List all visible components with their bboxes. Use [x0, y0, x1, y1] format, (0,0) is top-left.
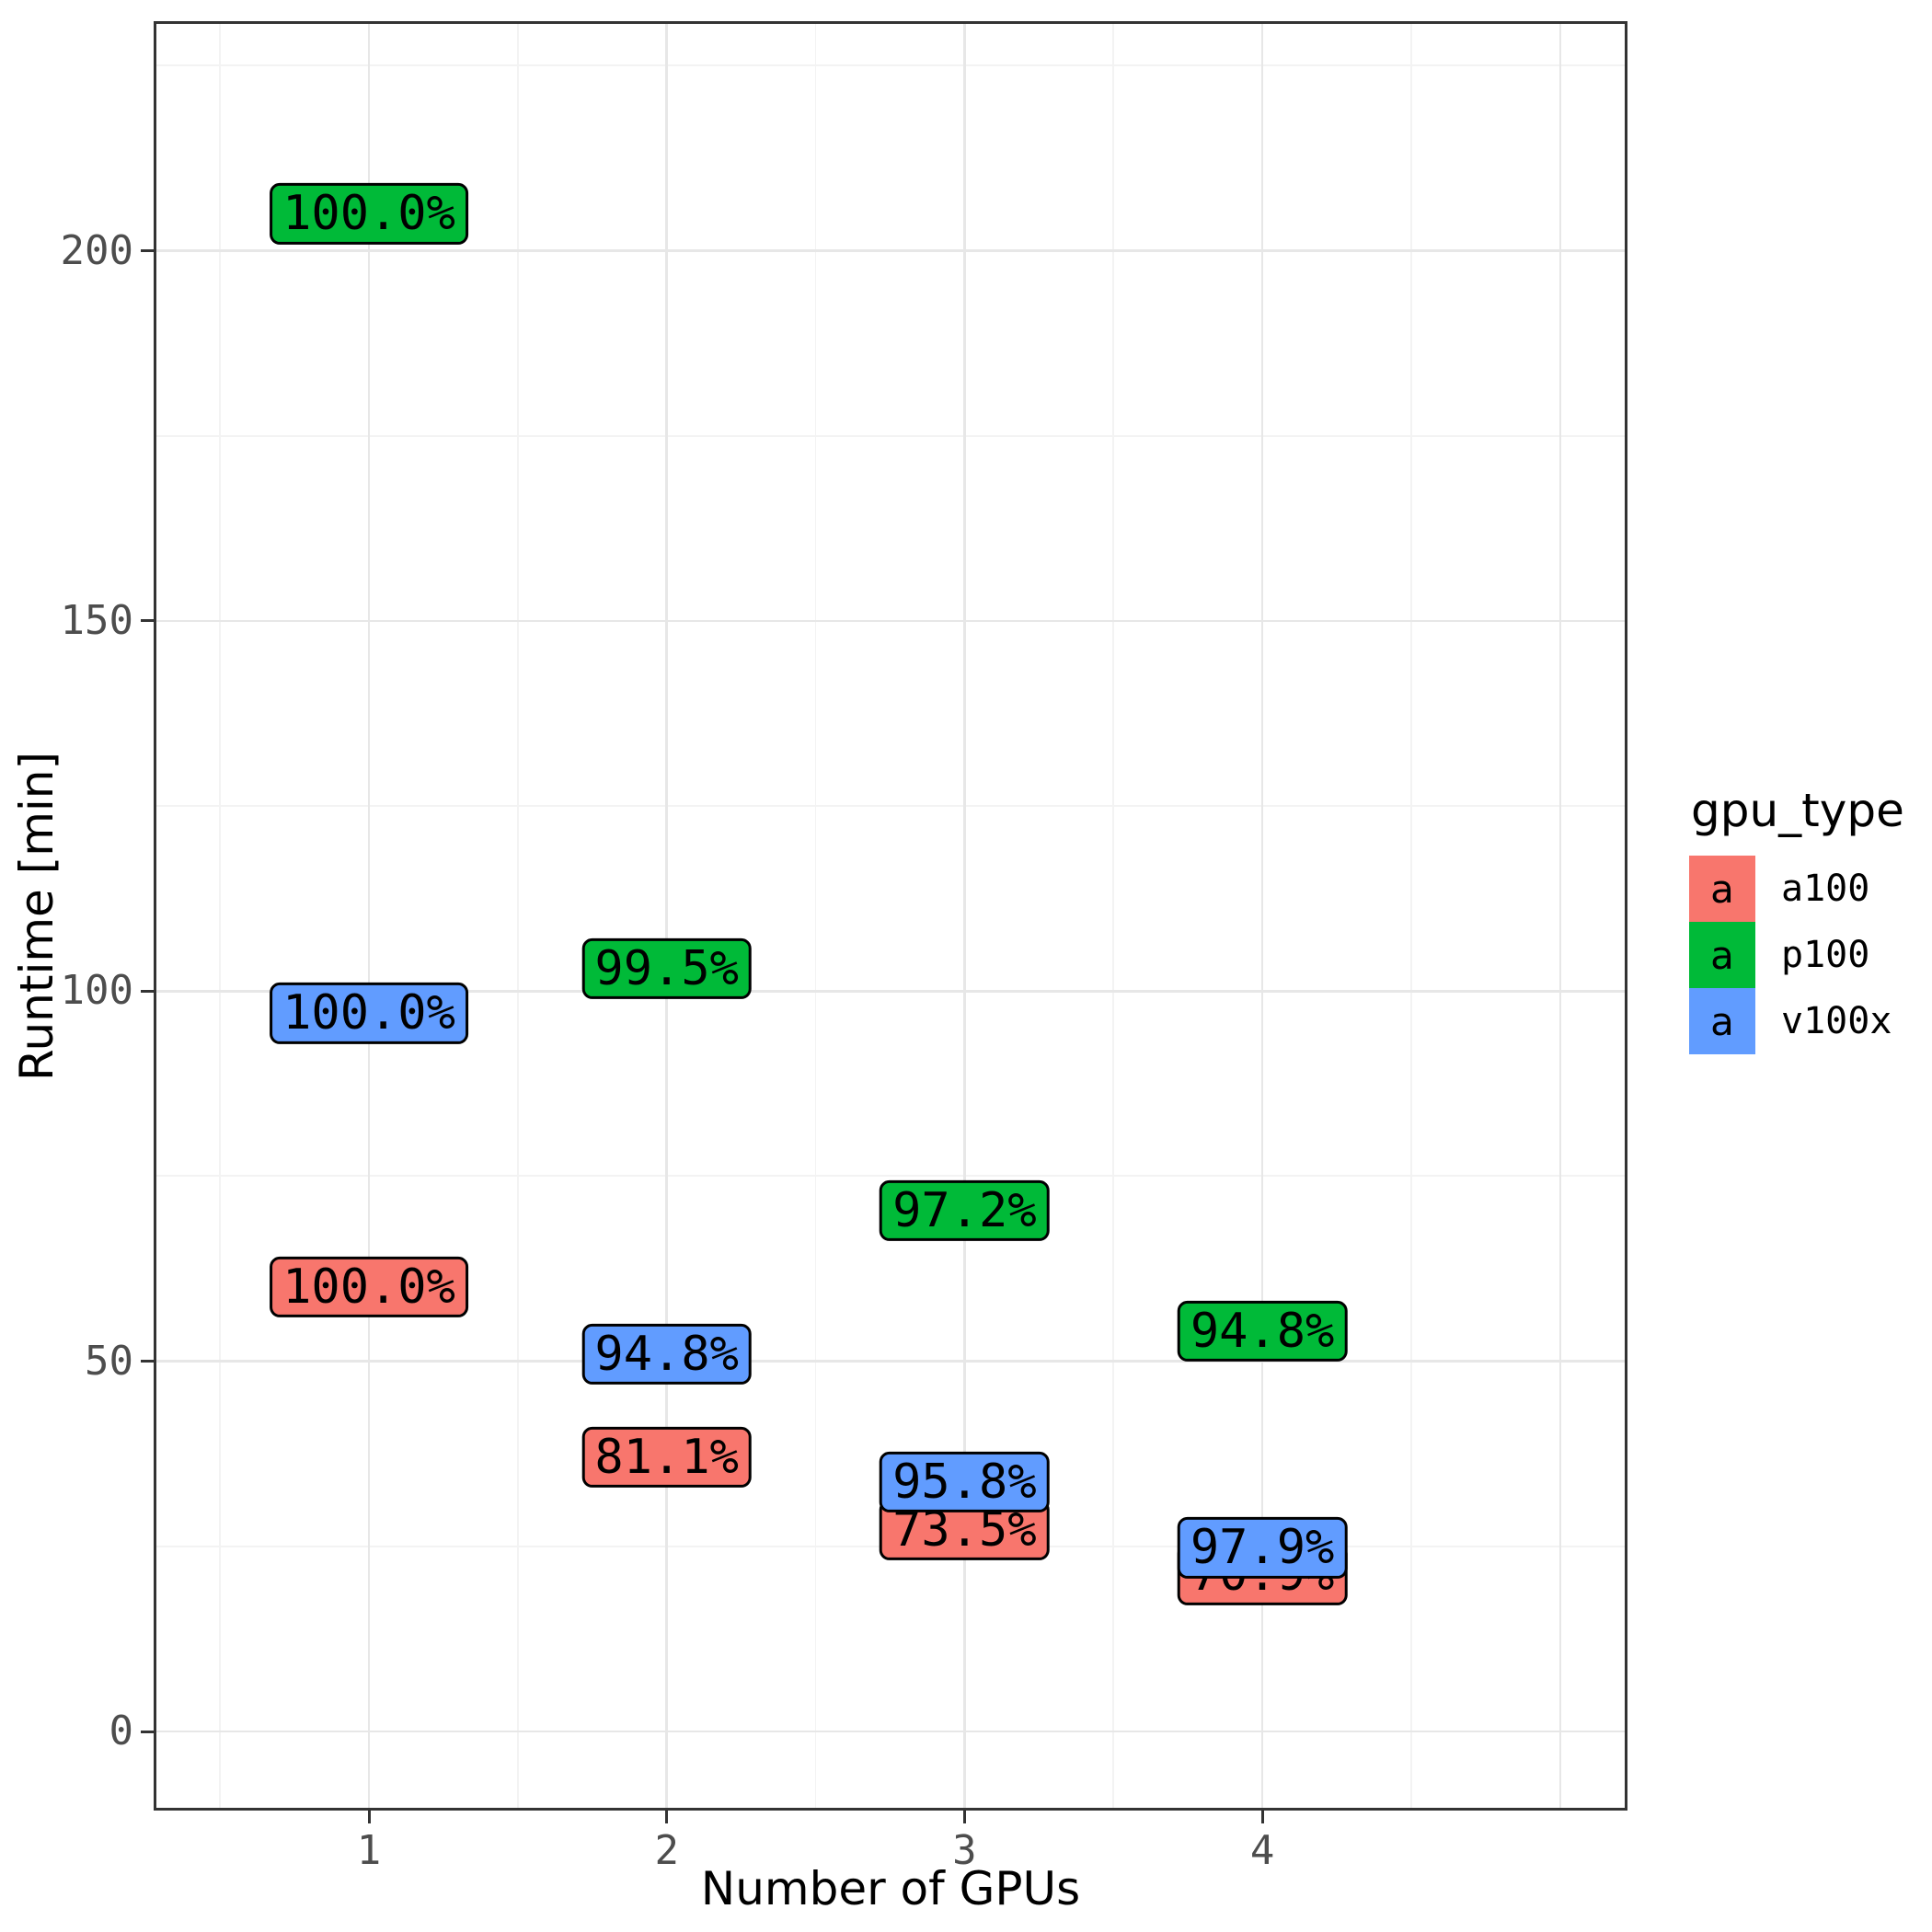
- x-tick-mark: [367, 1811, 371, 1823]
- gridline-y-minor: [154, 64, 1627, 67]
- gridline-y-major: [154, 990, 1627, 993]
- legend-item-p100: a p100: [1689, 922, 1904, 988]
- gridline-x-major: [1260, 21, 1264, 1811]
- legend-key-v100x: a: [1689, 988, 1755, 1054]
- legend-key-p100: a: [1689, 922, 1755, 988]
- x-axis-title: Number of GPUs: [700, 1862, 1081, 1915]
- legend-items: a a100 a p100 a v100x: [1689, 856, 1904, 1054]
- gridline-y-minor: [154, 434, 1627, 437]
- gridline-y-major: [154, 249, 1627, 252]
- y-tick-mark: [141, 619, 154, 623]
- gridline-y-major: [154, 1730, 1627, 1733]
- gridline-x-major: [665, 21, 668, 1811]
- y-tick-label: 150: [60, 596, 133, 644]
- legend-key-glyph: a: [1710, 998, 1734, 1044]
- gridline-x-minor: [1112, 21, 1115, 1811]
- gridline-x-minor: [516, 21, 519, 1811]
- legend-item-label: p100: [1781, 934, 1870, 976]
- data-label-v100x-1gpu: 100.0%: [270, 983, 468, 1044]
- legend-key-a100: a: [1689, 856, 1755, 922]
- gridline-y-minor: [154, 805, 1627, 807]
- gridline-x-major: [963, 21, 966, 1811]
- gridline-x-minor: [814, 21, 817, 1811]
- legend-item-label: v100x: [1781, 1000, 1892, 1042]
- data-label-a100-1gpu: 100.0%: [270, 1257, 468, 1318]
- x-tick-mark: [665, 1811, 669, 1823]
- gridline-x-minor: [219, 21, 221, 1811]
- y-tick-mark: [141, 989, 154, 993]
- x-tick-label: 3: [952, 1827, 977, 1874]
- data-label-a100-2gpu: 81.1%: [581, 1427, 752, 1489]
- data-label-p100-3gpu: 97.2%: [880, 1180, 1050, 1242]
- data-label-v100x-4gpu: 97.9%: [1177, 1517, 1348, 1579]
- y-tick-mark: [141, 1360, 154, 1363]
- data-label-p100-1gpu: 100.0%: [270, 183, 468, 245]
- data-label-v100x-2gpu: 94.8%: [581, 1323, 752, 1385]
- y-tick-label: 50: [85, 1337, 133, 1385]
- legend-key-glyph: a: [1710, 932, 1734, 978]
- gridline-x-major: [1558, 21, 1562, 1811]
- data-label-p100-4gpu: 94.8%: [1177, 1300, 1348, 1362]
- legend-item-a100: a a100: [1689, 856, 1904, 922]
- gridline-y-major: [154, 1360, 1627, 1363]
- gridline-x-minor: [1409, 21, 1412, 1811]
- y-tick-label: 200: [60, 226, 133, 274]
- gridline-x-major: [367, 21, 371, 1811]
- legend-item-v100x: a v100x: [1689, 988, 1904, 1054]
- legend-key-glyph: a: [1710, 866, 1734, 912]
- data-label-p100-2gpu: 99.5%: [581, 938, 752, 1000]
- y-tick-mark: [141, 1730, 154, 1733]
- legend-title: gpu_type: [1691, 784, 1904, 837]
- plot-panel: 100.0%81.1%73.5%70.9%100.0%99.5%97.2%94.…: [154, 21, 1627, 1811]
- y-tick-mark: [141, 249, 154, 253]
- data-label-v100x-3gpu: 95.8%: [880, 1451, 1050, 1512]
- x-tick-mark: [962, 1811, 966, 1823]
- gridline-y-major: [154, 619, 1627, 623]
- y-tick-label: 0: [109, 1708, 134, 1754]
- x-tick-label: 4: [1249, 1827, 1275, 1874]
- y-tick-label: 100: [60, 967, 133, 1015]
- x-tick-label: 2: [654, 1827, 679, 1874]
- legend: gpu_type a a100 a p100 a v100x: [1689, 784, 1904, 1054]
- x-tick-label: 1: [356, 1827, 382, 1874]
- legend-item-label: a100: [1781, 868, 1870, 910]
- y-axis-title: Runtime [min]: [10, 751, 63, 1082]
- x-tick-mark: [1260, 1811, 1264, 1823]
- gridline-y-minor: [154, 1175, 1627, 1178]
